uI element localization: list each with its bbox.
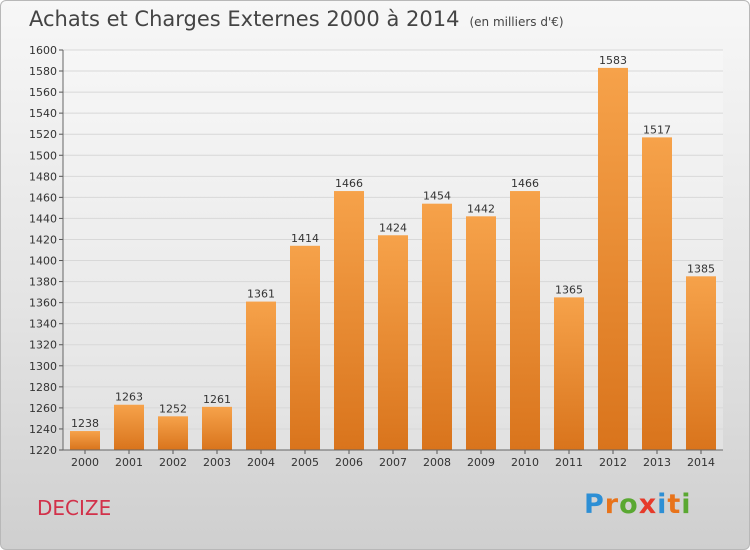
- value-label-2014: 1385: [687, 262, 715, 275]
- logo-letter: x: [638, 489, 658, 520]
- bar-2011: [554, 297, 584, 450]
- y-tick-label: 1300: [29, 360, 57, 373]
- value-label-2013: 1517: [643, 123, 671, 136]
- x-axis: 2000 2001 2002 2003 2004 2005 2006 2007 2008 2009…: [63, 449, 723, 469]
- value-label-2005: 1414: [291, 232, 319, 245]
- logo-letter: i: [657, 489, 668, 520]
- x-tick-label-2003: 2003: [203, 456, 231, 469]
- bar-2003: [202, 406, 232, 450]
- logo-letter: t: [667, 489, 682, 520]
- value-label-2010: 1466: [511, 177, 539, 190]
- chart-title: Achats et Charges Externes 2000 à 2014: [29, 7, 460, 31]
- x-tick-label-2012: 2012: [599, 456, 627, 469]
- value-label-2004: 1361: [247, 288, 275, 301]
- x-tick-label-2000: 2000: [71, 456, 99, 469]
- y-tick-label: 1500: [29, 149, 57, 162]
- y-tick-label: 1460: [29, 191, 57, 204]
- bar-2010: [510, 191, 540, 451]
- y-axis: 1220 1240 1260 1280 1300 1320 1340 1360 1380 1400…: [29, 44, 64, 457]
- y-tick-label: 1240: [29, 423, 57, 436]
- x-tick-label-2013: 2013: [643, 456, 671, 469]
- logo-letter: o: [619, 489, 639, 520]
- x-tick-label-2011: 2011: [555, 456, 583, 469]
- y-tick-label: 1480: [29, 170, 57, 183]
- bar-2007: [378, 235, 408, 450]
- x-tick-label-2008: 2008: [423, 456, 451, 469]
- chart-unit: (en milliers d'€): [469, 15, 564, 29]
- bar-2013: [642, 137, 672, 451]
- x-tick-label-2004: 2004: [247, 456, 275, 469]
- value-label-2000: 1238: [71, 417, 99, 430]
- y-tick-label: 1600: [29, 44, 57, 57]
- y-tick-label: 1380: [29, 276, 57, 289]
- y-tick-label: 1360: [29, 297, 57, 310]
- y-tick-label: 1580: [29, 65, 57, 78]
- value-label-2009: 1442: [467, 202, 495, 215]
- bar-2001: [114, 404, 144, 450]
- bars: 1238 1263 1252 1261 1361 1414 1466 1424 1454 1442…: [70, 54, 716, 451]
- x-tick-label-2010: 2010: [511, 456, 539, 469]
- value-label-2006: 1466: [335, 177, 363, 190]
- y-tick-label: 1520: [29, 128, 57, 141]
- town-name: DECIZE: [37, 496, 112, 520]
- y-tick-label: 1420: [29, 233, 57, 246]
- y-tick-label: 1560: [29, 86, 57, 99]
- bar-2000: [70, 431, 100, 450]
- x-tick-label-2014: 2014: [687, 456, 715, 469]
- y-tick-label: 1320: [29, 339, 57, 352]
- y-tick-label: 1220: [29, 444, 57, 457]
- bar-2006: [334, 191, 364, 451]
- y-tick-label: 1400: [29, 255, 57, 268]
- value-label-2003: 1261: [203, 393, 231, 406]
- y-tick-label: 1540: [29, 107, 57, 120]
- bar-2012: [598, 67, 628, 450]
- bar-2008: [422, 203, 452, 450]
- y-tick-label: 1260: [29, 402, 57, 415]
- x-tick-label-2005: 2005: [291, 456, 319, 469]
- logo-letter: i: [681, 489, 692, 520]
- bar-2004: [246, 301, 276, 450]
- x-tick-label-2006: 2006: [335, 456, 363, 469]
- x-tick-label-2002: 2002: [159, 456, 187, 469]
- bar-2005: [290, 245, 320, 450]
- value-label-2012: 1583: [599, 54, 627, 67]
- logo-letter: P: [584, 489, 605, 520]
- proxiti-logo: Proxiti: [584, 489, 692, 520]
- y-tick-label: 1280: [29, 381, 57, 394]
- bar-2002: [158, 416, 188, 450]
- x-tick-label-2007: 2007: [379, 456, 407, 469]
- x-tick-label-2009: 2009: [467, 456, 495, 469]
- y-tick-label: 1440: [29, 212, 57, 225]
- value-label-2007: 1424: [379, 221, 407, 234]
- value-label-2008: 1454: [423, 190, 451, 203]
- value-label-2011: 1365: [555, 283, 583, 296]
- bar-2009: [466, 216, 496, 450]
- value-label-2001: 1263: [115, 391, 143, 404]
- y-tick-label: 1340: [29, 318, 57, 331]
- logo-letter: r: [604, 489, 620, 520]
- chart-title-block: Achats et Charges Externes 2000 à 2014 (e…: [29, 7, 564, 31]
- bar-2014: [686, 276, 716, 450]
- value-label-2002: 1252: [159, 402, 187, 415]
- x-tick-label-2001: 2001: [115, 456, 143, 469]
